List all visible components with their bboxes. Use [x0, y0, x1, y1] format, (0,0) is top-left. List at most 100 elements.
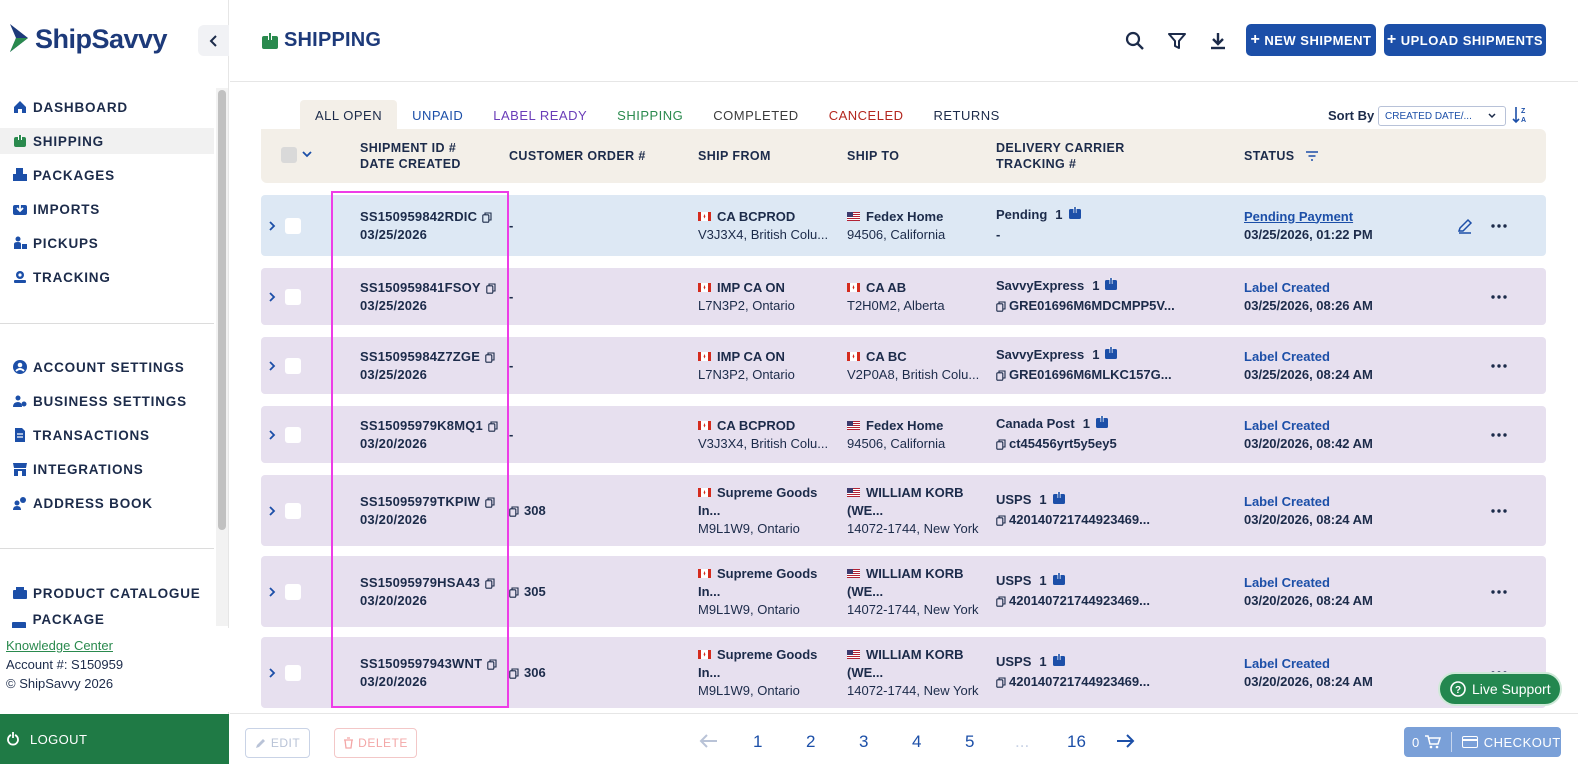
- more-options-icon[interactable]: [1491, 508, 1507, 513]
- tracking-number[interactable]: GRE01696M6MDCMPP5V...: [1009, 297, 1175, 313]
- table-row[interactable]: SS150959842RDIC 03/25/2026 - CA BCPROD V3J3X…: [261, 195, 1546, 256]
- tracking-number[interactable]: ct45456yrt5y5ey5: [1009, 435, 1117, 451]
- sidebar-item-address-book[interactable]: ADDRESS BOOK: [0, 490, 214, 516]
- copy-icon[interactable]: [996, 677, 1006, 688]
- filter-lines-icon[interactable]: [1305, 151, 1319, 161]
- sidebar-scrollbar[interactable]: [216, 88, 228, 626]
- copy-icon[interactable]: [485, 497, 495, 508]
- copy-icon[interactable]: [485, 578, 495, 589]
- next-page-icon[interactable]: [1115, 733, 1135, 749]
- copy-icon[interactable]: [482, 212, 492, 223]
- logout-button[interactable]: LOGOUT: [0, 714, 229, 764]
- shipment-id[interactable]: SS15095979K8MQ1: [360, 417, 483, 433]
- shipment-id[interactable]: SS1509597943WNT: [360, 655, 483, 671]
- sidebar-item-shipping[interactable]: SHIPPING: [0, 128, 214, 154]
- page-1[interactable]: 1: [753, 732, 763, 751]
- page-5[interactable]: 5: [965, 732, 975, 751]
- shipment-id[interactable]: SS150959841FSOY: [360, 279, 481, 295]
- more-options-icon[interactable]: [1491, 223, 1507, 228]
- sidebar-item-product-catalogue[interactable]: PRODUCT CATALOGUE: [0, 580, 214, 606]
- row-checkbox[interactable]: [285, 288, 301, 305]
- chevron-right-icon[interactable]: [267, 360, 277, 372]
- copy-icon[interactable]: [509, 506, 519, 517]
- page-3[interactable]: 3: [859, 732, 869, 751]
- new-shipment-button[interactable]: + NEW SHIPMENT: [1246, 24, 1376, 56]
- table-row[interactable]: SS15095979K8MQ1 03/20/2026 - CA BCPROD V3J3X…: [261, 406, 1546, 463]
- more-options-icon[interactable]: [1491, 294, 1507, 299]
- copy-icon[interactable]: [486, 283, 496, 294]
- shipsavvy-logo[interactable]: ShipSavvy: [8, 22, 168, 56]
- copy-icon[interactable]: [487, 659, 497, 670]
- copy-icon[interactable]: [996, 370, 1006, 381]
- copy-icon[interactable]: [485, 352, 495, 363]
- sidebar-item-imports[interactable]: IMPORTS: [0, 196, 214, 222]
- collapse-sidebar-button[interactable]: [198, 25, 229, 56]
- tab-canceled[interactable]: CANCELED: [814, 100, 919, 130]
- more-options-icon[interactable]: [1491, 363, 1507, 368]
- sort-by-select[interactable]: CREATED DATE/...: [1378, 106, 1506, 126]
- chevron-right-icon[interactable]: [267, 505, 277, 517]
- row-checkbox[interactable]: [285, 217, 301, 234]
- tracking-number[interactable]: 420140721744923469...: [1009, 511, 1150, 527]
- pencil-icon[interactable]: [1457, 218, 1473, 234]
- table-row[interactable]: SS15095979HSA43 03/20/2026 305 Supreme Good…: [261, 556, 1546, 627]
- page-2[interactable]: 2: [806, 732, 816, 751]
- chevron-down-icon[interactable]: [302, 150, 312, 158]
- copy-icon[interactable]: [996, 301, 1006, 312]
- sidebar-item-tracking[interactable]: TRACKING: [0, 264, 214, 290]
- tracking-number[interactable]: GRE01696M6MLKC157G...: [1009, 366, 1172, 382]
- page-4[interactable]: 4: [912, 732, 922, 751]
- copy-icon[interactable]: [488, 421, 498, 432]
- sidebar-item-business-settings[interactable]: BUSINESS SETTINGS: [0, 388, 214, 414]
- prev-page-icon[interactable]: [699, 733, 719, 749]
- tab-all-open[interactable]: ALL OPEN: [300, 100, 398, 130]
- table-row[interactable]: SS1509597943WNT 03/20/2026 306 Supreme Good…: [261, 637, 1546, 708]
- chevron-right-icon[interactable]: [267, 429, 277, 441]
- knowledge-center-link[interactable]: Knowledge Center: [6, 638, 113, 653]
- live-support-button[interactable]: ? Live Support: [1438, 672, 1562, 706]
- tab-unpaid[interactable]: UNPAID: [397, 100, 478, 130]
- select-all-checkbox[interactable]: [281, 147, 297, 163]
- status-label[interactable]: Pending Payment: [1244, 208, 1354, 224]
- copy-icon[interactable]: [996, 596, 1006, 607]
- row-checkbox[interactable]: [285, 664, 301, 681]
- checkout-button[interactable]: 0 CHECKOUT: [1404, 727, 1561, 757]
- row-checkbox[interactable]: [285, 502, 301, 519]
- edit-button[interactable]: EDIT: [245, 728, 310, 758]
- shipment-id[interactable]: SS150959842RDIC: [360, 208, 478, 224]
- row-checkbox[interactable]: [285, 426, 301, 443]
- tracking-number[interactable]: 420140721744923469...: [1009, 592, 1150, 608]
- chevron-right-icon[interactable]: [267, 220, 277, 232]
- more-options-icon[interactable]: [1491, 589, 1507, 594]
- tracking-number[interactable]: 420140721744923469...: [1009, 673, 1150, 689]
- upload-shipments-button[interactable]: + UPLOAD SHIPMENTS: [1384, 24, 1546, 56]
- tab-label-ready[interactable]: LABEL READY: [478, 100, 602, 130]
- sidebar-scroll-thumb[interactable]: [218, 90, 226, 530]
- sidebar-item-account-settings[interactable]: ACCOUNT SETTINGS: [0, 354, 214, 380]
- sidebar-item-pickups[interactable]: PICKUPS: [0, 230, 214, 256]
- copy-icon[interactable]: [996, 515, 1006, 526]
- delete-button[interactable]: DELETE: [334, 728, 417, 758]
- table-row[interactable]: SS150959841FSOY 03/25/2026 - IMP CA ON L7N3P…: [261, 268, 1546, 325]
- row-checkbox[interactable]: [285, 583, 301, 600]
- table-row[interactable]: SS15095979TKPIW 03/20/2026 308 Supreme Good…: [261, 475, 1546, 546]
- chevron-right-icon[interactable]: [267, 586, 277, 598]
- sidebar-item-transactions[interactable]: TRANSACTIONS: [0, 422, 214, 448]
- tab-completed[interactable]: COMPLETED: [698, 100, 813, 130]
- more-options-icon[interactable]: [1491, 432, 1507, 437]
- tab-shipping[interactable]: SHIPPING: [602, 100, 698, 130]
- copy-icon[interactable]: [996, 439, 1006, 450]
- copy-icon[interactable]: [509, 587, 519, 598]
- chevron-right-icon[interactable]: [267, 291, 277, 303]
- sidebar-item-packages[interactable]: PACKAGES: [0, 162, 214, 188]
- page-16[interactable]: 16: [1067, 732, 1086, 751]
- row-checkbox[interactable]: [285, 357, 301, 374]
- sidebar-item-integrations[interactable]: INTEGRATIONS: [0, 456, 214, 482]
- shipment-id[interactable]: SS15095979HSA43: [360, 574, 481, 590]
- sidebar-item-dashboard[interactable]: DASHBOARD: [0, 94, 214, 120]
- copy-icon[interactable]: [509, 668, 519, 679]
- search-icon[interactable]: [1123, 29, 1147, 53]
- shipment-id[interactable]: SS15095979TKPIW: [360, 493, 481, 509]
- table-row[interactable]: SS15095984Z7ZGE 03/25/2026 - IMP CA ON L7N3P…: [261, 337, 1546, 394]
